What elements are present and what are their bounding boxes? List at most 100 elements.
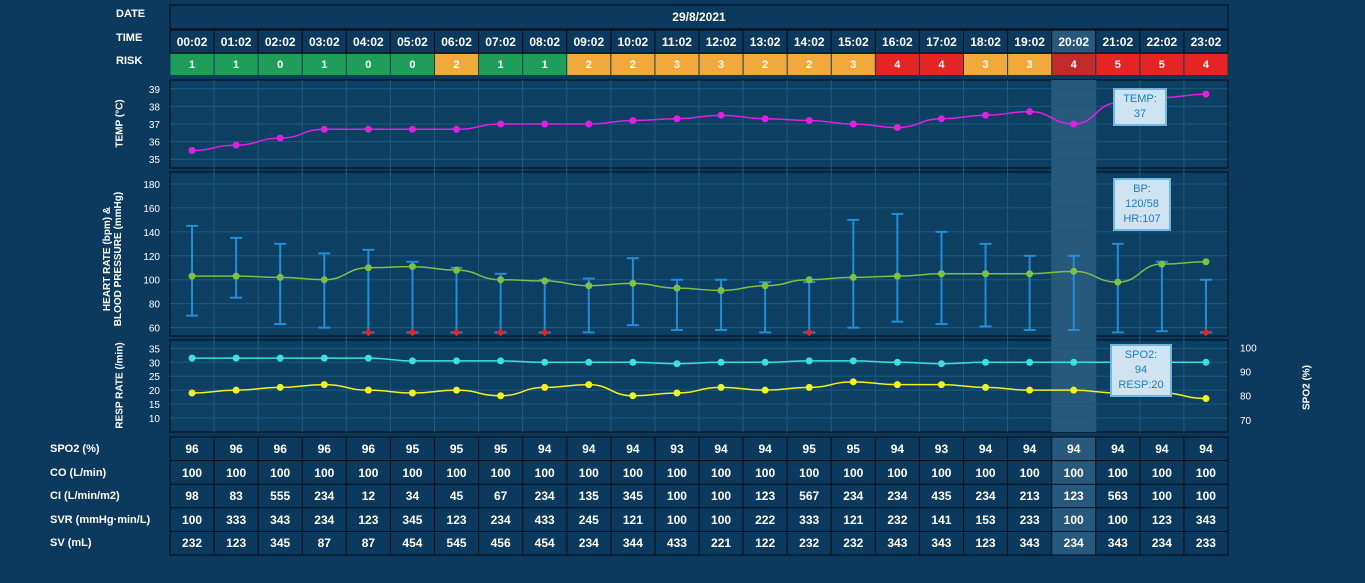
hr-bp-axis-title-line2: BLOOD PRESSURE (mmHg) [113, 191, 124, 327]
table-cell: 234 [578, 536, 599, 551]
table-cell: 234 [1151, 536, 1172, 551]
table-cell: 100 [402, 465, 423, 480]
table-cell: 234 [843, 489, 864, 504]
spo2-point [893, 358, 901, 366]
time-label: 18:02 [970, 35, 1001, 49]
temp-line [192, 93, 1206, 152]
table-cell: 94 [1199, 442, 1213, 456]
time-label: 10:02 [617, 35, 649, 49]
time-label: 03:02 [308, 35, 340, 49]
table-cell: 93 [934, 442, 949, 456]
table-cell: 95 [493, 442, 508, 456]
risk-cell-bg [875, 54, 919, 75]
table-cell: 343 [1195, 512, 1216, 527]
resp-axis-title: RESP RATE (/min) [114, 342, 126, 429]
table-cell: 100 [226, 465, 247, 480]
table-cell: 12 [361, 489, 376, 504]
resp-tick-label: 30 [149, 358, 161, 369]
table-cell: 433 [534, 512, 555, 527]
spo2-point [232, 354, 240, 362]
hr-bp-axis-title: HEART RATE (bpm) & BLOOD PRESSURE (mmHg) [102, 174, 124, 344]
table-cell: 456 [490, 536, 511, 551]
table-cell: 95 [449, 442, 464, 456]
risk-score: 1 [497, 59, 504, 71]
heart-rate-point [188, 272, 196, 280]
resp-rate-point [982, 383, 990, 391]
table-cell: 100 [666, 489, 687, 504]
spo2-point [849, 357, 857, 365]
table-cell: 100 [1107, 512, 1128, 527]
hr-tick-label: 100 [143, 276, 160, 287]
table-cell: 94 [626, 442, 640, 456]
risk-score: 0 [365, 59, 372, 71]
table-cell: 232 [887, 512, 908, 527]
spo2-point [937, 360, 945, 368]
heart-rate-point [629, 279, 637, 287]
table-cell: 245 [578, 512, 599, 527]
table-cell: 345 [270, 536, 291, 551]
table-cell: 343 [270, 512, 291, 527]
risk-cell-bg [1096, 54, 1140, 75]
table-cell: 232 [799, 536, 820, 551]
time-label: 14:02 [793, 35, 825, 49]
heart-rate-point [1114, 278, 1122, 286]
date-cell-bg [169, 4, 1229, 30]
time-label: 23:02 [1190, 35, 1222, 49]
temp-point [453, 125, 461, 133]
resp-tick-label: 10 [149, 414, 161, 425]
temp-point [893, 124, 901, 132]
table-cell: 141 [931, 512, 952, 527]
table-cell: 333 [226, 512, 247, 527]
table-cell: 100 [1107, 465, 1128, 480]
table-cell: 100 [755, 465, 776, 480]
table-cell: 122 [755, 536, 776, 551]
temp-point [673, 115, 681, 123]
time-label: 09:02 [573, 35, 605, 49]
heart-rate-point [937, 270, 945, 278]
time-label: 02:02 [264, 35, 296, 49]
heart-rate-point [408, 263, 416, 271]
spo2-point [364, 354, 372, 362]
risk-cell-bg [831, 54, 875, 75]
risk-score: 4 [1202, 59, 1209, 71]
resp-tick-label: 15 [149, 400, 161, 411]
temp-point [188, 146, 196, 154]
table-cell: 100 [314, 465, 335, 480]
table-cell: 34 [405, 489, 420, 504]
time-label: 12:02 [705, 35, 737, 49]
risk-cell-bg [655, 54, 699, 75]
risk-score: 0 [409, 59, 416, 71]
temp-point [408, 125, 416, 133]
heart-rate-point [673, 284, 681, 292]
resp-tick-label: 20 [149, 386, 161, 397]
temp-point [585, 120, 593, 128]
time-label: 11:02 [661, 35, 692, 49]
time-label: 06:02 [441, 35, 472, 49]
spo2-point [717, 358, 725, 366]
heart-rate-point [497, 276, 505, 284]
table-cell: 96 [185, 442, 199, 456]
table-cell: 454 [402, 536, 423, 551]
resp-rate-point [232, 386, 240, 394]
table-row-label: SPO2 (%) [50, 443, 100, 455]
resp-rate-point [849, 378, 857, 386]
time-row-label: TIME [116, 32, 143, 44]
bp-tooltip: BP: 120/58 HR:107 [1113, 178, 1171, 231]
bp-tooltip-value: 120/58 [1125, 198, 1159, 210]
risk-score: 3 [673, 59, 680, 71]
table-cell: 94 [890, 442, 905, 456]
resp-rate-point [717, 383, 725, 391]
table-cell: 555 [270, 489, 291, 504]
risk-score: 1 [541, 59, 548, 71]
time-label: 08:02 [529, 35, 561, 49]
bp-alert-marker [496, 328, 505, 337]
highlight-column-table [1051, 437, 1096, 555]
table-cell: 345 [402, 512, 423, 527]
spo2-point [1070, 358, 1078, 366]
hr-tick-label: 60 [149, 324, 161, 335]
resp-rate-point [453, 386, 461, 394]
temp-tooltip-label: TEMP: [1123, 93, 1157, 105]
heart-rate-point [849, 273, 857, 281]
risk-cell-bg [1184, 54, 1228, 75]
hr-tooltip-value: HR:107 [1123, 213, 1161, 225]
